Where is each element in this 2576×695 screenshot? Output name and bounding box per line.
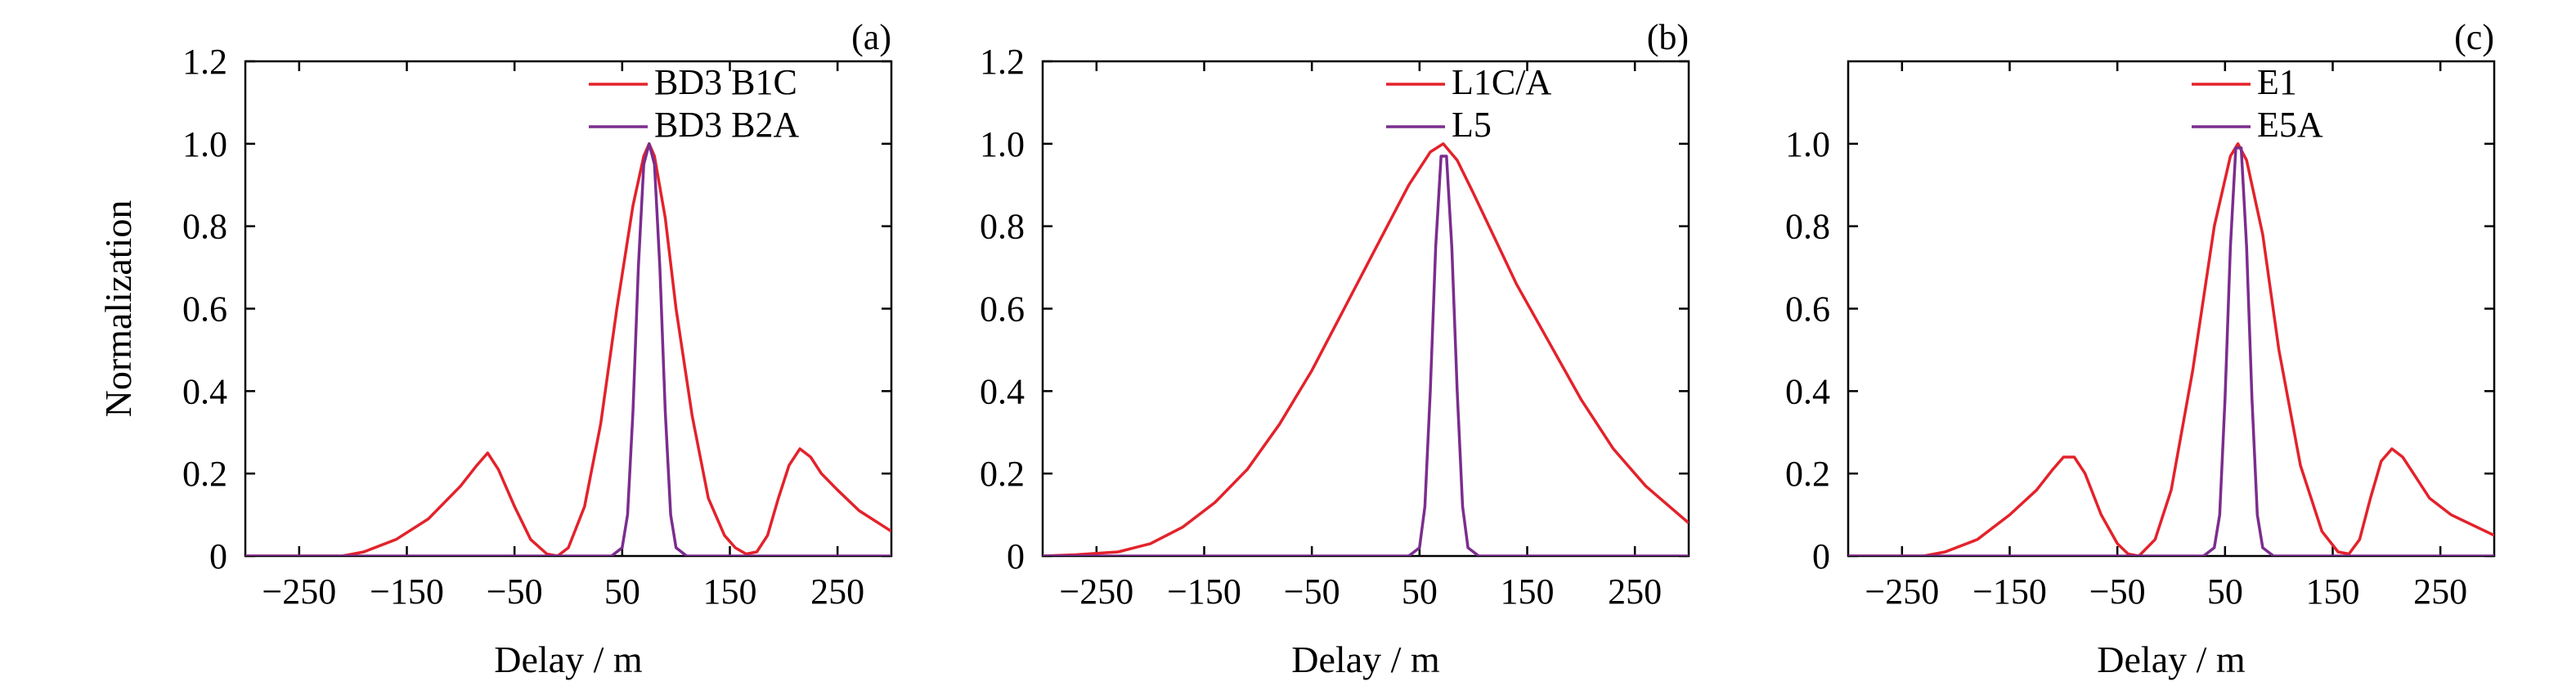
chart-0-x-tick-label: 50 <box>604 572 640 612</box>
chart-1: −250 −150 −50 50 150 250 0 0.2 0.4 0.6 0.8 1.0 1.2 De… <box>980 17 1690 680</box>
chart-1-y-tick-label: 1.0 <box>980 124 1025 164</box>
chart-1-x-tick-label: 150 <box>1501 572 1555 612</box>
chart-2-panel-label: (c) <box>2454 17 2494 57</box>
chart-2-y-tick-label: 0.6 <box>1785 289 1830 330</box>
chart-1-y-tick-label: 0.8 <box>980 207 1025 247</box>
chart-2-x-tick-label: 250 <box>2413 572 2467 612</box>
chart-1-legend-label-2: L5 <box>1452 105 1492 145</box>
chart-2: −250 −150 −50 50 150 250 0 0.2 0.4 0.6 0.8 1.0 Delay… <box>1785 17 2496 680</box>
chart-2-x-axis-label: Delay / m <box>2097 639 2246 680</box>
chart-0-y-tick-label: 0.2 <box>182 454 227 494</box>
chart-0-y-axis-label: Normalization <box>97 200 139 418</box>
chart-2-legend-label-2: E5A <box>2257 105 2323 145</box>
chart-0-x-axis-label: Delay / m <box>494 639 643 680</box>
chart-2-y-tick-label: 0 <box>1812 536 1830 576</box>
chart-2-x-tick-label: 150 <box>2306 572 2360 612</box>
chart-2-y-tick-label: 0.4 <box>1785 371 1830 411</box>
chart-0-series-line-2 <box>245 142 891 556</box>
chart-1-series-line-2 <box>1043 155 1689 556</box>
chart-2-y-tick-label: 0.2 <box>1785 454 1830 494</box>
chart-2-y-tick-label: 1.0 <box>1785 124 1830 164</box>
chart-2-plot-frame <box>1847 60 2496 558</box>
chart-1-x-tick-label: 250 <box>1608 572 1662 612</box>
chart-0-y-tick-label: 0.4 <box>182 371 227 411</box>
chart-0-x-tick-label: 150 <box>703 572 757 612</box>
chart-2-x-tick-label: −150 <box>1972 572 2047 612</box>
chart-2-legend-label-1: E1 <box>2257 62 2297 102</box>
chart-0-y-tick-label: 0 <box>209 536 227 576</box>
chart-0-legend-label-2: BD3 B2A <box>654 105 799 145</box>
chart-0-y-tick-label: 0.6 <box>182 289 227 330</box>
chart-1-y-tick-label: 0.6 <box>980 289 1025 330</box>
chart-0-legend-label-1: BD3 B1C <box>654 62 797 102</box>
chart-1-panel-label: (b) <box>1647 17 1689 57</box>
chart-0-y-tick-label: 1.2 <box>182 42 227 82</box>
chart-1-legend-label-1: L1C/A <box>1452 62 1551 102</box>
chart-2-x-tick-label: −50 <box>2089 572 2146 612</box>
chart-1-y-tick-label: 0 <box>1007 536 1025 576</box>
chart-0-y-tick-label: 0.8 <box>182 207 227 247</box>
chart-1-y-tick-label: 0.2 <box>980 454 1025 494</box>
chart-2-x-tick-label: −250 <box>1865 572 1939 612</box>
chart-1-y-tick-label: 1.2 <box>980 42 1025 82</box>
chart-0-series-line-1 <box>245 142 891 556</box>
chart-0-x-tick-label: −150 <box>370 572 444 612</box>
chart-1-x-tick-label: −250 <box>1059 572 1133 612</box>
chart-1-plot-frame <box>1041 60 1690 558</box>
chart-1-x-tick-label: 50 <box>1402 572 1438 612</box>
chart-1-y-tick-label: 0.4 <box>980 371 1025 411</box>
chart-1-series-line-1 <box>1043 142 1689 556</box>
chart-1-x-tick-label: −50 <box>1284 572 1340 612</box>
chart-1-x-axis-label: Delay / m <box>1291 639 1440 680</box>
chart-2-x-tick-label: 50 <box>2207 572 2243 612</box>
chart-2-series-line-2 <box>1848 146 2494 556</box>
chart-1-x-tick-label: −150 <box>1167 572 1241 612</box>
chart-0-x-tick-label: −250 <box>262 572 336 612</box>
chart-0-x-tick-label: 250 <box>810 572 864 612</box>
chart-0-x-tick-label: −50 <box>487 572 543 612</box>
chart-0-y-tick-label: 1.0 <box>182 124 227 164</box>
chart-2-y-tick-label: 0.8 <box>1785 207 1830 247</box>
chart-0-panel-label: (a) <box>851 17 891 57</box>
chart-2-series-line-1 <box>1848 142 2494 556</box>
chart-0: −250 −150 −50 50 150 250 0 0.2 0.4 0.6 0.8 1.0 1.2 De… <box>97 17 893 680</box>
